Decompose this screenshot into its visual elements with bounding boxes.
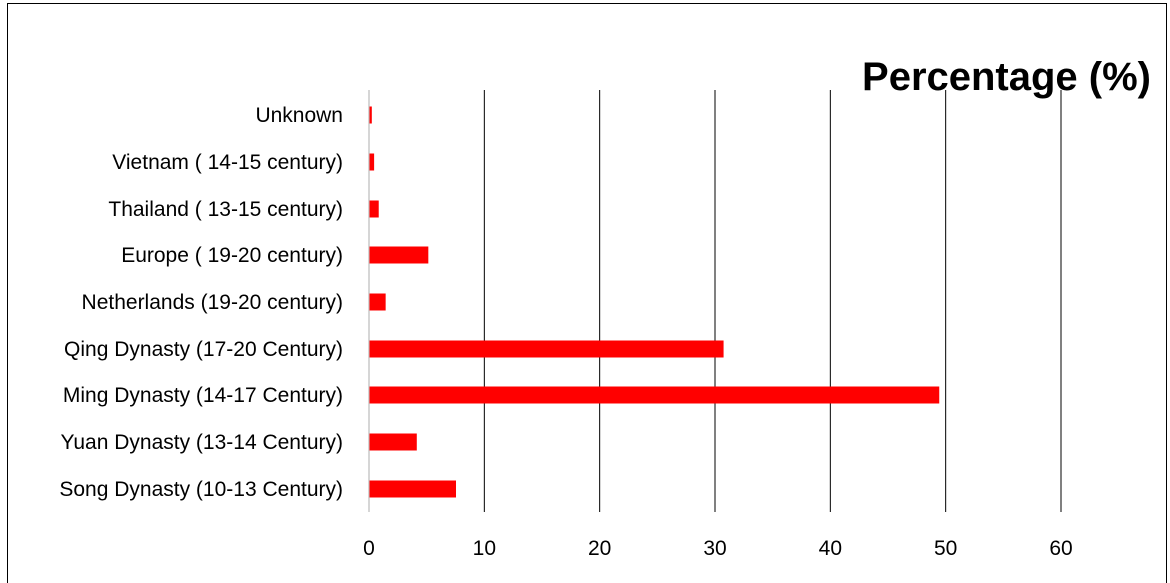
bar <box>369 200 379 218</box>
bar <box>369 106 372 124</box>
x-tick-label: 30 <box>703 537 726 560</box>
category-label: Vietnam ( 14-15 century) <box>112 151 343 174</box>
chart-title: Percentage (%) <box>862 55 1151 99</box>
bar <box>369 293 386 311</box>
gridlines <box>368 90 1062 512</box>
bar <box>369 386 940 404</box>
bars <box>369 106 940 498</box>
bar <box>369 153 375 171</box>
x-tick-label: 20 <box>588 537 611 560</box>
x-tick-label: 40 <box>819 537 842 560</box>
bar <box>369 246 429 264</box>
category-label: Netherlands (19-20 century) <box>82 291 343 314</box>
bar <box>369 340 724 358</box>
category-label: Yuan Dynasty (13-14 Century) <box>61 431 343 454</box>
x-tick-label: 60 <box>1049 537 1072 560</box>
bar <box>369 480 456 498</box>
category-labels: Song Dynasty (10-13 Century) Yuan Dynasty… <box>59 104 343 501</box>
x-tick-label: 10 <box>473 537 496 560</box>
category-label: Qing Dynasty (17-20 Century) <box>64 338 343 361</box>
bar <box>369 433 417 451</box>
category-label: Europe ( 19-20 century) <box>121 244 343 267</box>
chart-area <box>7 3 1167 583</box>
category-label: Thailand ( 13-15 century) <box>108 198 343 221</box>
category-label: Ming Dynasty (14-17 Century) <box>63 384 343 407</box>
x-tick-label: 50 <box>934 537 957 560</box>
category-label: Song Dynasty (10-13 Century) <box>59 478 343 501</box>
category-label: Unknown <box>255 104 343 127</box>
x-tick-labels: 0 10 20 30 40 50 60 <box>363 537 1073 560</box>
x-tick-label: 0 <box>363 537 375 560</box>
